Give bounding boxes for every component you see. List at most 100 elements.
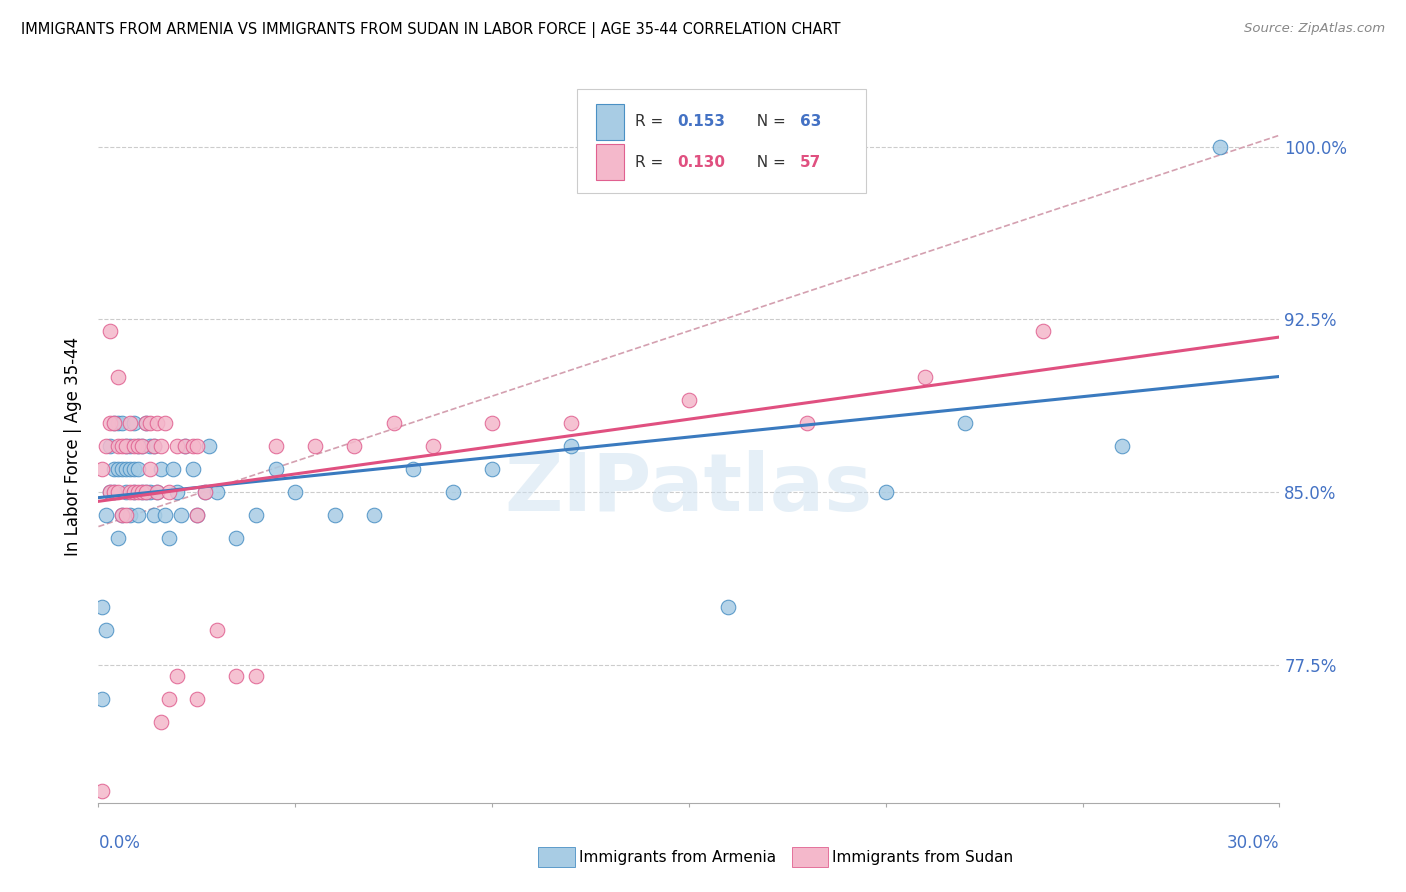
- Point: [186, 692, 208, 706]
- Point: [118, 462, 141, 476]
- Text: Source: ZipAtlas.com: Source: ZipAtlas.com: [1244, 22, 1385, 36]
- Point: [166, 439, 188, 453]
- Point: [111, 462, 134, 476]
- Point: [103, 416, 125, 430]
- Point: [181, 462, 204, 476]
- Point: [186, 508, 208, 522]
- Point: [560, 416, 582, 430]
- Text: R =: R =: [634, 114, 668, 129]
- Text: Immigrants from Armenia: Immigrants from Armenia: [579, 850, 776, 864]
- Point: [146, 485, 169, 500]
- Point: [481, 462, 503, 476]
- Point: [107, 485, 129, 500]
- Point: [118, 439, 141, 453]
- Point: [157, 485, 180, 500]
- Point: [142, 439, 165, 453]
- Point: [678, 392, 700, 407]
- Point: [91, 692, 114, 706]
- Point: [441, 485, 464, 500]
- Point: [131, 485, 153, 500]
- Point: [127, 439, 149, 453]
- Point: [150, 715, 173, 730]
- Point: [150, 462, 173, 476]
- Point: [155, 508, 177, 522]
- Point: [91, 462, 114, 476]
- Point: [174, 439, 197, 453]
- Point: [111, 416, 134, 430]
- Point: [225, 531, 247, 545]
- Y-axis label: In Labor Force | Age 35-44: In Labor Force | Age 35-44: [65, 336, 83, 556]
- Point: [150, 439, 173, 453]
- Point: [142, 439, 165, 453]
- Point: [194, 485, 217, 500]
- Point: [138, 462, 160, 476]
- Point: [138, 416, 160, 430]
- Point: [127, 485, 149, 500]
- Point: [245, 508, 267, 522]
- Point: [194, 485, 217, 500]
- Point: [142, 508, 165, 522]
- Point: [875, 485, 897, 500]
- Point: [131, 485, 153, 500]
- Point: [98, 324, 121, 338]
- Text: Immigrants from Sudan: Immigrants from Sudan: [832, 850, 1014, 864]
- Text: R =: R =: [634, 154, 668, 169]
- Point: [122, 485, 145, 500]
- Point: [127, 439, 149, 453]
- Point: [107, 370, 129, 384]
- Point: [560, 439, 582, 453]
- Point: [174, 439, 197, 453]
- Point: [135, 485, 157, 500]
- Point: [138, 485, 160, 500]
- Point: [131, 439, 153, 453]
- Point: [155, 416, 177, 430]
- Text: 0.153: 0.153: [678, 114, 725, 129]
- Point: [953, 416, 976, 430]
- Point: [402, 462, 425, 476]
- Point: [115, 485, 138, 500]
- Point: [103, 485, 125, 500]
- Point: [162, 462, 184, 476]
- Point: [115, 462, 138, 476]
- Point: [363, 508, 385, 522]
- Point: [115, 439, 138, 453]
- Point: [91, 784, 114, 798]
- Point: [138, 439, 160, 453]
- Point: [107, 416, 129, 430]
- Point: [96, 508, 118, 522]
- Point: [98, 485, 121, 500]
- Text: N =: N =: [747, 154, 790, 169]
- Point: [157, 692, 180, 706]
- Point: [146, 416, 169, 430]
- Text: 63: 63: [800, 114, 821, 129]
- Point: [103, 485, 125, 500]
- Text: 0.130: 0.130: [678, 154, 725, 169]
- Point: [304, 439, 326, 453]
- Point: [127, 462, 149, 476]
- Point: [422, 439, 444, 453]
- Point: [91, 600, 114, 615]
- Point: [96, 623, 118, 637]
- Point: [122, 439, 145, 453]
- Point: [107, 462, 129, 476]
- Text: 57: 57: [800, 154, 821, 169]
- Point: [122, 485, 145, 500]
- FancyBboxPatch shape: [596, 103, 624, 139]
- Point: [1209, 140, 1232, 154]
- Point: [1111, 439, 1133, 453]
- Point: [264, 439, 287, 453]
- Point: [157, 531, 180, 545]
- Point: [131, 439, 153, 453]
- Point: [245, 669, 267, 683]
- Point: [135, 485, 157, 500]
- Point: [98, 416, 121, 430]
- Text: N =: N =: [747, 114, 790, 129]
- Point: [127, 508, 149, 522]
- Point: [323, 508, 346, 522]
- Point: [796, 416, 818, 430]
- Point: [107, 531, 129, 545]
- Point: [111, 508, 134, 522]
- Point: [170, 508, 193, 522]
- Point: [225, 669, 247, 683]
- Point: [96, 439, 118, 453]
